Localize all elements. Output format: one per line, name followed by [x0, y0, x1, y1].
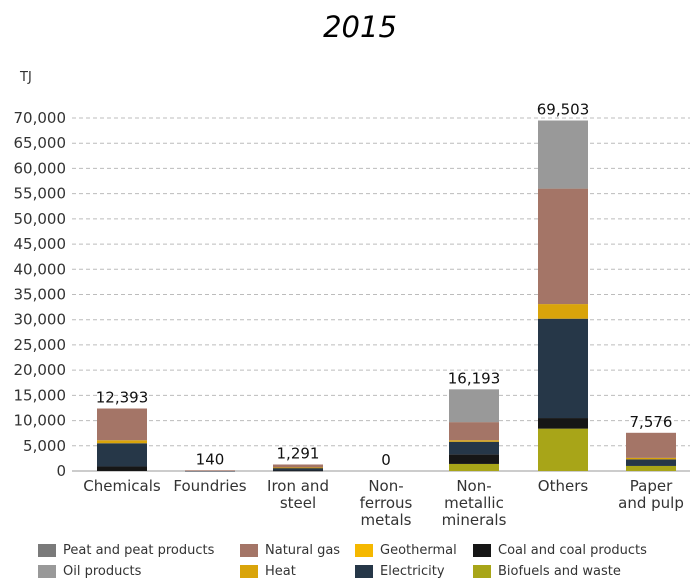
y-tick-label: 20,000 — [14, 361, 67, 379]
x-category-label: Non- — [368, 477, 403, 495]
y-tick-label: 55,000 — [14, 185, 67, 203]
x-category-label: metallic — [444, 494, 504, 512]
bar-total-label: 7,576 — [630, 413, 673, 431]
legend-item: Coal and coal products — [473, 540, 673, 561]
x-category-label: metals — [361, 511, 412, 529]
legend-item: Oil products — [38, 561, 240, 582]
legend-item: Electricity — [355, 561, 473, 582]
bar-segment — [538, 428, 588, 471]
x-category-label: and pulp — [618, 494, 684, 512]
x-category-label: Foundries — [173, 477, 246, 495]
legend-item: Geothermal — [355, 540, 473, 561]
bar-segment — [626, 459, 676, 466]
legend-label: Heat — [265, 564, 296, 579]
bar-segment — [538, 188, 588, 305]
y-tick-label: 35,000 — [14, 286, 67, 304]
y-tick-label: 70,000 — [14, 109, 67, 127]
legend-label: Peat and peat products — [63, 543, 215, 558]
legend-label: Natural gas — [265, 543, 341, 558]
legend-label: Geothermal — [380, 543, 457, 558]
bar-segment — [538, 304, 588, 319]
bars — [97, 120, 676, 472]
y-tick-label: 45,000 — [14, 235, 67, 253]
y-tick-label: 50,000 — [14, 210, 67, 228]
bar-total-labels: 12,393 140 1,291 0 16,193 69,503 7,576 — [96, 101, 673, 469]
legend-swatch — [240, 544, 258, 557]
bar-segment — [626, 432, 676, 458]
stacked-bar-chart: 2015 TJ 0 5,000 10,000 15,000 20,000 25,000 30… — [14, 10, 690, 529]
bar-segment — [449, 454, 499, 464]
y-tick-label: 5,000 — [23, 437, 66, 455]
legend-swatch — [355, 565, 373, 578]
bar-total-label: 1,291 — [277, 444, 320, 462]
bar-segment — [273, 470, 323, 472]
bar-segment — [538, 318, 588, 419]
legend-swatch — [473, 565, 491, 578]
y-tick-label: 25,000 — [14, 336, 67, 354]
x-category-label: minerals — [442, 511, 507, 529]
bar-segment — [273, 467, 323, 471]
legend-swatch — [473, 544, 491, 557]
legend-item: Heat — [240, 561, 355, 582]
y-tick-label: 0 — [56, 462, 66, 480]
legend-row: Oil products Heat Electricity Biofuels and … — [38, 561, 678, 582]
x-category-label: Others — [538, 477, 589, 495]
gridlines — [72, 117, 690, 472]
x-category-label: Non- — [456, 477, 491, 495]
y-tick-label: 10,000 — [14, 412, 67, 430]
bar-segment — [97, 443, 147, 467]
chart-title: 2015 — [323, 10, 397, 44]
bar-total-label: 16,193 — [448, 369, 501, 387]
bar-segment — [273, 464, 323, 468]
bar-segment — [185, 470, 235, 472]
bar-segment — [449, 440, 499, 442]
y-axis-ticks: 0 5,000 10,000 15,000 20,000 25,000 30,000 35,0… — [14, 109, 67, 480]
y-tick-label: 65,000 — [14, 134, 67, 152]
bar-total-label: 140 — [196, 450, 225, 468]
x-category-label: ferrous — [360, 494, 413, 512]
y-tick-label: 60,000 — [14, 159, 67, 177]
y-tick-label: 40,000 — [14, 260, 67, 278]
chart-legend: Peat and peat products Natural gas Geother… — [38, 540, 678, 582]
bar-total-label: 69,503 — [537, 101, 590, 119]
bar-segment — [185, 470, 235, 472]
y-tick-label: 15,000 — [14, 386, 67, 404]
legend-label: Coal and coal products — [498, 543, 647, 558]
bar-segment — [626, 465, 676, 471]
legend-label: Electricity — [380, 564, 445, 579]
legend-swatch — [355, 544, 373, 557]
bar-segment — [538, 418, 588, 429]
bar-segment — [273, 467, 323, 469]
legend-swatch — [38, 565, 56, 578]
bar-segment — [449, 422, 499, 441]
legend-item: Biofuels and waste — [473, 561, 673, 582]
bar-total-label: 12,393 — [96, 389, 149, 407]
legend-label: Oil products — [63, 564, 142, 579]
x-category-label: Chemicals — [83, 477, 161, 495]
legend-label: Biofuels and waste — [498, 564, 621, 579]
bar-segment — [626, 457, 676, 460]
x-category-label: Paper — [630, 477, 673, 495]
x-category-label: Iron and — [267, 477, 329, 495]
y-tick-label: 30,000 — [14, 311, 67, 329]
bar-segment — [97, 440, 147, 444]
legend-item: Natural gas — [240, 540, 355, 561]
bar-segment — [449, 463, 499, 471]
bar-segment — [97, 466, 147, 471]
x-category-label: steel — [280, 494, 316, 512]
legend-row: Peat and peat products Natural gas Geother… — [38, 540, 678, 561]
bar-segment — [538, 120, 588, 189]
bar-segment — [449, 441, 499, 455]
bar-total-label: 0 — [381, 451, 391, 469]
legend-swatch — [240, 565, 258, 578]
legend-item: Peat and peat products — [38, 540, 240, 561]
y-axis-unit-label: TJ — [19, 70, 32, 85]
legend-swatch — [38, 544, 56, 557]
bar-segment — [97, 408, 147, 441]
bar-segment — [449, 389, 499, 423]
